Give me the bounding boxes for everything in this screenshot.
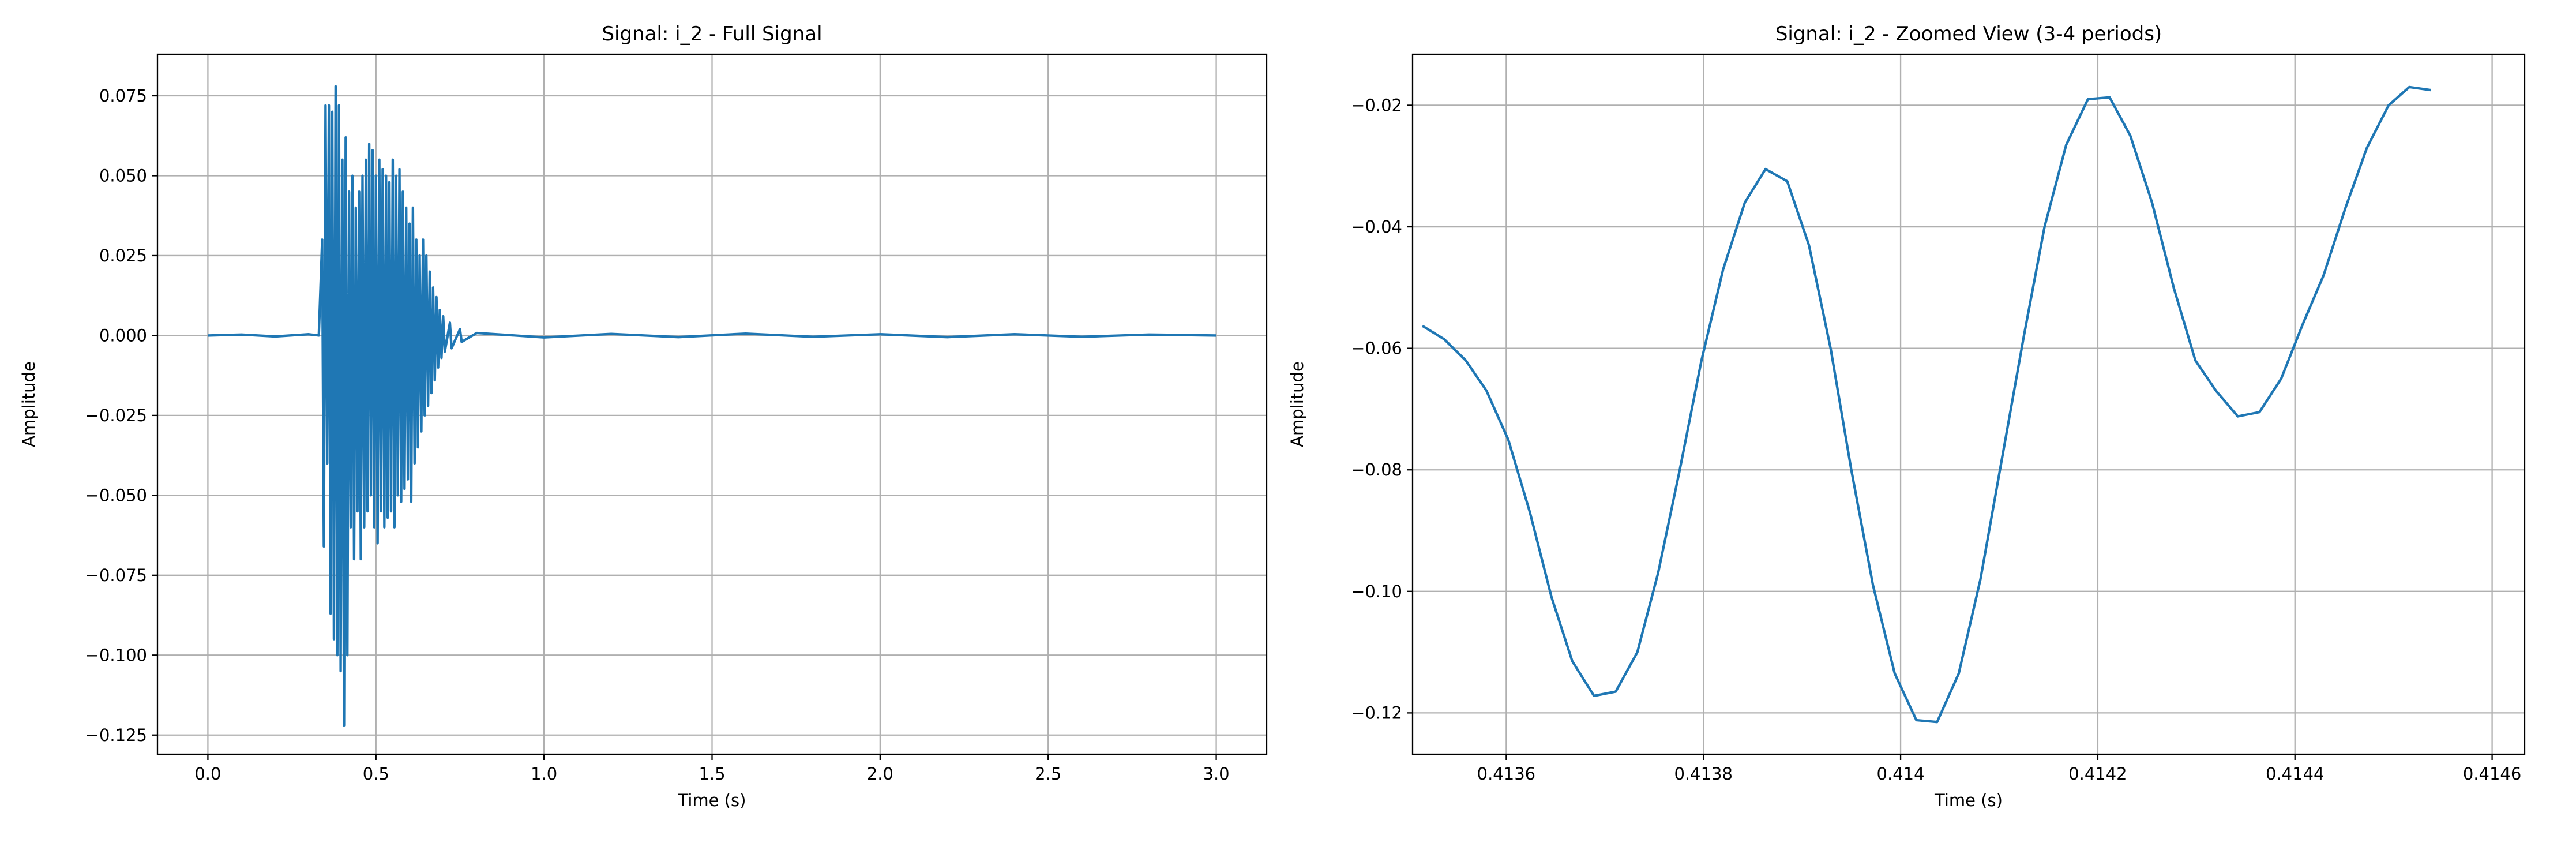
y-tick-label: −0.02: [1351, 95, 1402, 115]
y-tick-label: −0.12: [1351, 703, 1402, 722]
y-tick-label: −0.10: [1351, 582, 1402, 601]
y-tick-label: 0.075: [99, 86, 147, 106]
x-tick-label: 0.414: [1877, 764, 1925, 784]
y-tick-label: 0.000: [99, 325, 147, 345]
plot-frame: [156, 53, 1268, 755]
x-tick-label: 0.4144: [2266, 764, 2324, 784]
y-axis-label: Amplitude: [1287, 361, 1307, 447]
signal-line: [208, 85, 1216, 727]
x-tick-label: 0.0: [194, 764, 221, 784]
x-tick-label: 3.0: [1203, 764, 1230, 784]
y-tick-label: −0.04: [1351, 217, 1402, 237]
x-axis-label: Time (s): [1934, 791, 2003, 810]
x-tick-label: 2.0: [867, 764, 893, 784]
y-tick-label: −0.050: [85, 485, 147, 505]
x-tick-label: 0.4138: [1674, 764, 1732, 784]
y-tick-label: 0.025: [99, 246, 147, 265]
chart-title: Signal: i_2 - Full Signal: [602, 23, 822, 46]
x-tick-label: 0.4146: [2463, 764, 2521, 784]
y-tick-label: −0.06: [1351, 339, 1402, 358]
x-tick-label: 0.4136: [1477, 764, 1535, 784]
x-tick-label: 1.0: [531, 764, 557, 784]
x-tick-label: 2.5: [1035, 764, 1061, 784]
subplot: 0.4136 0.4138 0.414 0.4142 0.4144 0.4146 −0.12…: [1287, 23, 2526, 810]
x-axis-label: Time (s): [678, 791, 746, 810]
y-tick-label: −0.100: [85, 645, 147, 665]
y-axis-label: Amplitude: [19, 361, 39, 447]
y-tick-label: −0.025: [85, 406, 147, 425]
y-tick-label: 0.050: [99, 166, 147, 185]
x-tick-label: 1.5: [699, 764, 725, 784]
signal-line: [1421, 85, 2431, 724]
x-tick-label: 0.5: [363, 764, 389, 784]
y-tick-label: −0.125: [85, 725, 147, 745]
chart-title: Signal: i_2 - Zoomed View (3-4 periods): [1775, 23, 2162, 46]
subplot: 0.0 0.5 1.0 1.5 2.0 2.5 3.0 −0.125 −0.100 −0.075 −…: [19, 23, 1268, 810]
plot-frame: [1411, 53, 2526, 755]
y-tick-label: −0.08: [1351, 460, 1402, 480]
x-tick-label: 0.4142: [2068, 764, 2127, 784]
y-tick-label: −0.075: [85, 566, 147, 585]
